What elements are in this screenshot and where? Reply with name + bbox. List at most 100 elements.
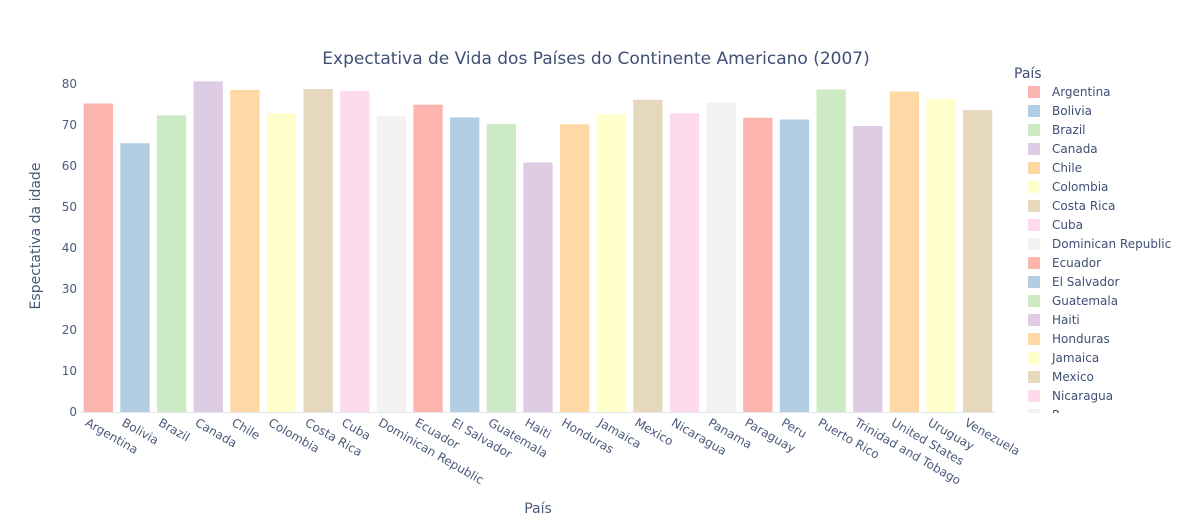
legend[interactable]: País Argentina Bolivia Brazil Canada Chile Co… bbox=[1014, 66, 1171, 422]
bar[interactable] bbox=[340, 91, 370, 412]
legend-label: Mexico bbox=[1052, 370, 1094, 384]
bar[interactable] bbox=[669, 113, 700, 412]
y-tick-label: 80 bbox=[62, 77, 77, 91]
chart-title: Expectativa de Vida dos Países do Contin… bbox=[322, 49, 869, 69]
legend-label: Honduras bbox=[1052, 332, 1110, 346]
legend-label: Cuba bbox=[1052, 218, 1083, 232]
legend-swatch bbox=[1028, 143, 1040, 155]
legend-item[interactable]: Cuba bbox=[1028, 218, 1083, 232]
legend-label: Jamaica bbox=[1051, 351, 1099, 365]
legend-label: Ecuador bbox=[1052, 256, 1101, 270]
legend-swatch bbox=[1028, 162, 1040, 174]
legend-label: El Salvador bbox=[1052, 275, 1119, 289]
legend-item[interactable]: Canada bbox=[1028, 142, 1098, 156]
legend-swatch bbox=[1028, 333, 1040, 345]
x-tick-label: Brazil bbox=[156, 415, 192, 444]
legend-swatch bbox=[1028, 238, 1040, 250]
legend-label: Canada bbox=[1052, 142, 1098, 156]
legend-label: Nicaragua bbox=[1052, 389, 1113, 403]
legend-swatch bbox=[1028, 352, 1040, 364]
x-axis-title: País bbox=[524, 501, 552, 517]
bar[interactable] bbox=[523, 162, 553, 412]
legend-item[interactable]: Bolivia bbox=[1028, 104, 1092, 118]
legend-item[interactable]: Nicaragua bbox=[1028, 389, 1113, 403]
legend-swatch bbox=[1028, 276, 1040, 288]
bar[interactable] bbox=[743, 117, 773, 413]
legend-label: P bbox=[1052, 408, 1059, 422]
legend-item[interactable]: Ecuador bbox=[1028, 256, 1101, 270]
bar[interactable] bbox=[193, 81, 223, 412]
bar[interactable] bbox=[413, 104, 443, 413]
bar[interactable] bbox=[706, 102, 736, 412]
bar[interactable] bbox=[853, 125, 883, 413]
bars-group bbox=[83, 81, 993, 413]
bar[interactable] bbox=[779, 119, 810, 412]
legend-item[interactable]: El Salvador bbox=[1028, 275, 1119, 289]
legend-label: Guatemala bbox=[1052, 294, 1118, 308]
bar[interactable] bbox=[450, 117, 480, 412]
bar[interactable] bbox=[266, 113, 297, 412]
legend-swatch bbox=[1028, 295, 1040, 307]
bar[interactable] bbox=[120, 143, 150, 412]
legend-label: Haiti bbox=[1052, 313, 1080, 327]
legend-item[interactable]: Mexico bbox=[1028, 370, 1094, 384]
legend-label: Argentina bbox=[1052, 85, 1111, 99]
legend-swatch bbox=[1028, 86, 1040, 98]
legend-swatch bbox=[1028, 409, 1040, 413]
bar[interactable] bbox=[83, 103, 113, 412]
legend-item[interactable]: P bbox=[1028, 408, 1059, 422]
y-tick-label: 70 bbox=[62, 118, 77, 132]
legend-swatch bbox=[1028, 371, 1040, 383]
legend-swatch bbox=[1028, 257, 1040, 269]
legend-swatch bbox=[1028, 219, 1040, 231]
legend-label: Chile bbox=[1052, 161, 1082, 175]
y-tick-label: 30 bbox=[62, 282, 77, 296]
legend-label: Colombia bbox=[1052, 180, 1108, 194]
legend-title: País bbox=[1014, 66, 1042, 82]
legend-swatch bbox=[1028, 390, 1040, 402]
bar[interactable] bbox=[633, 99, 663, 412]
bar[interactable] bbox=[486, 123, 517, 412]
legend-label: Brazil bbox=[1052, 123, 1086, 137]
legend-label: Costa Rica bbox=[1052, 199, 1115, 213]
bar[interactable] bbox=[889, 91, 920, 412]
legend-swatch bbox=[1028, 200, 1040, 212]
y-axis: 0 10 20 30 40 50 60 70 80 bbox=[62, 77, 77, 419]
legend-item[interactable]: Costa Rica bbox=[1028, 199, 1115, 213]
bar[interactable] bbox=[303, 89, 333, 413]
legend-label: Dominican Republic bbox=[1052, 237, 1171, 251]
legend-item[interactable]: Colombia bbox=[1028, 180, 1108, 194]
bar[interactable] bbox=[559, 124, 590, 412]
legend-swatch bbox=[1028, 124, 1040, 136]
legend-swatch bbox=[1028, 105, 1040, 117]
y-tick-label: 20 bbox=[62, 323, 77, 337]
bar[interactable] bbox=[926, 98, 956, 412]
y-tick-label: 60 bbox=[62, 159, 77, 173]
bar[interactable] bbox=[376, 116, 407, 412]
legend-item[interactable]: Honduras bbox=[1028, 332, 1110, 346]
legend-item[interactable]: Argentina bbox=[1028, 85, 1111, 99]
legend-item[interactable]: Chile bbox=[1028, 161, 1082, 175]
y-tick-label: 50 bbox=[62, 200, 77, 214]
bar[interactable] bbox=[963, 110, 993, 412]
y-tick-label: 10 bbox=[62, 364, 77, 378]
bar[interactable] bbox=[230, 89, 260, 413]
legend-swatch bbox=[1028, 314, 1040, 326]
legend-label: Bolivia bbox=[1052, 104, 1092, 118]
legend-items[interactable]: Argentina Bolivia Brazil Canada Chile Colombi… bbox=[1028, 85, 1171, 422]
y-tick-label: 40 bbox=[62, 241, 77, 255]
legend-swatch bbox=[1028, 181, 1040, 193]
legend-item[interactable]: Haiti bbox=[1028, 313, 1080, 327]
legend-item[interactable]: Dominican Republic bbox=[1028, 237, 1171, 251]
legend-item[interactable]: Jamaica bbox=[1028, 351, 1099, 365]
y-axis-title: Espectativa da idade bbox=[28, 163, 44, 310]
bar[interactable] bbox=[596, 114, 626, 412]
y-tick-label: 0 bbox=[69, 405, 77, 419]
bar[interactable] bbox=[816, 89, 846, 413]
legend-item[interactable]: Guatemala bbox=[1028, 294, 1118, 308]
legend-item[interactable]: Brazil bbox=[1028, 123, 1086, 137]
bar[interactable] bbox=[156, 115, 187, 413]
